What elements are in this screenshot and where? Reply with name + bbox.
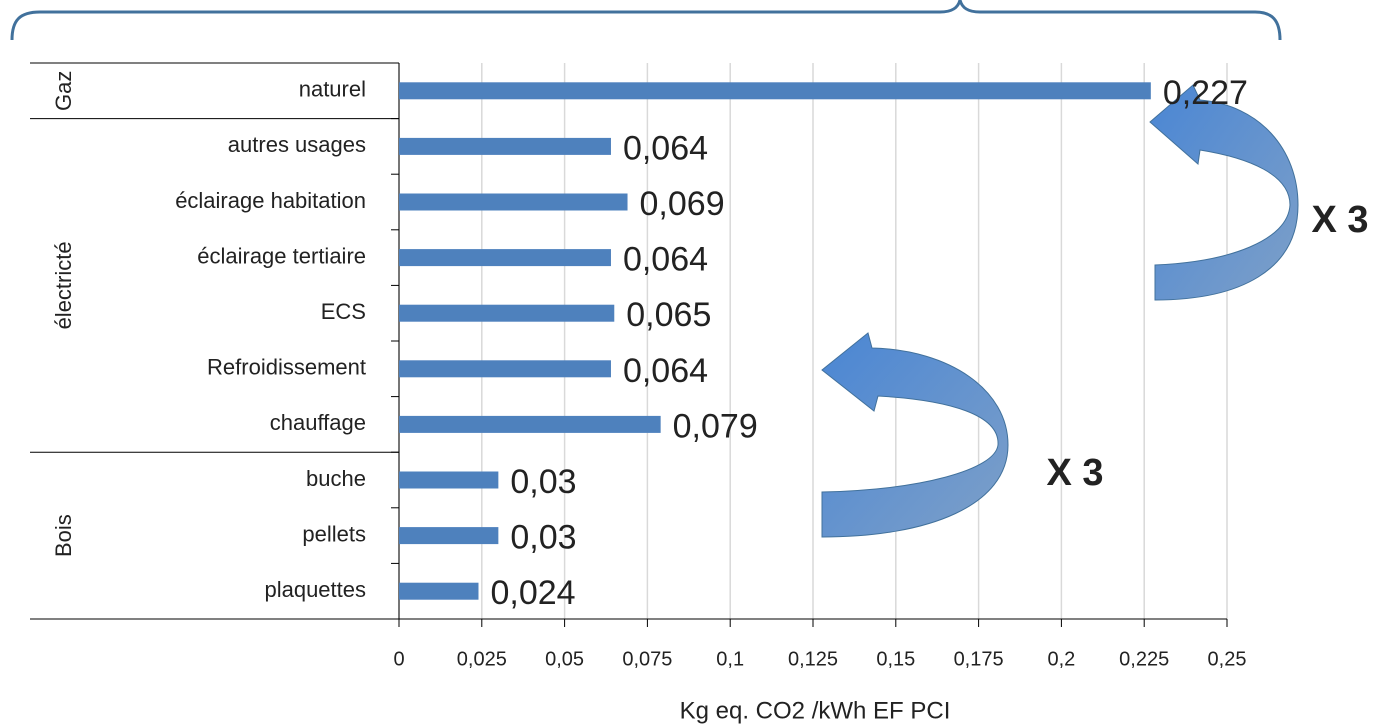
- data-label: 0,024: [490, 574, 575, 612]
- bar: [399, 304, 615, 322]
- data-label: 0,069: [640, 185, 725, 223]
- data-label: 0,079: [673, 407, 758, 445]
- bar: [399, 193, 628, 211]
- data-label: 0,064: [623, 241, 708, 279]
- x-tick-label: 0,075: [622, 648, 672, 670]
- x-tick-label: 0,15: [876, 648, 915, 670]
- data-label: 0,065: [626, 296, 711, 334]
- data-label: 0,03: [510, 463, 576, 501]
- annotation: X 3: [1311, 199, 1368, 241]
- x-tick-label: 0,25: [1208, 648, 1247, 670]
- data-label: 0,064: [623, 352, 708, 390]
- y-tick-label: autres usages: [228, 132, 366, 157]
- x-tick-label: 0,025: [457, 648, 507, 670]
- y-tick-label: plaquettes: [264, 577, 366, 602]
- bar: [399, 527, 499, 545]
- x-tick-label: 0,225: [1119, 648, 1169, 670]
- data-label: 0,227: [1163, 74, 1248, 112]
- group-label: Gaz: [51, 71, 76, 111]
- data-label: 0,064: [623, 129, 708, 167]
- brace: [10, 0, 1282, 41]
- x-tick-label: 0,05: [545, 648, 584, 670]
- bar: [399, 415, 661, 433]
- y-tick-label: naturel: [299, 77, 366, 102]
- y-tick-label: éclairage habitation: [175, 188, 366, 213]
- x-tick-label: 0: [393, 648, 404, 670]
- group-label: Bois: [51, 514, 76, 557]
- bar: [399, 249, 611, 267]
- data-label: 0,03: [510, 519, 576, 557]
- x-tick-label: 0,1: [716, 648, 744, 670]
- bar: [399, 137, 611, 155]
- bar: [399, 82, 1151, 100]
- annotation: X 3: [1046, 452, 1103, 494]
- y-tick-label: buche: [306, 466, 366, 491]
- y-tick-label: Refroidissement: [207, 355, 366, 380]
- group-label: électricté: [51, 241, 76, 329]
- x-tick-label: 0,175: [954, 648, 1004, 670]
- bar: [399, 471, 499, 489]
- y-tick-label: ECS: [321, 299, 366, 324]
- curved-arrow: [821, 332, 1009, 538]
- bar: [399, 360, 611, 378]
- y-tick-label: pellets: [302, 521, 366, 546]
- x-tick-label: 0,2: [1047, 648, 1075, 670]
- bar: [399, 582, 479, 600]
- y-tick-label: éclairage tertiaire: [197, 243, 366, 268]
- x-tick-label: 0,125: [788, 648, 838, 670]
- y-tick-label: chauffage: [270, 410, 366, 435]
- x-axis-title: Kg eq. CO2 /kWh EF PCI: [680, 697, 951, 724]
- curved-arrow: [1149, 84, 1299, 301]
